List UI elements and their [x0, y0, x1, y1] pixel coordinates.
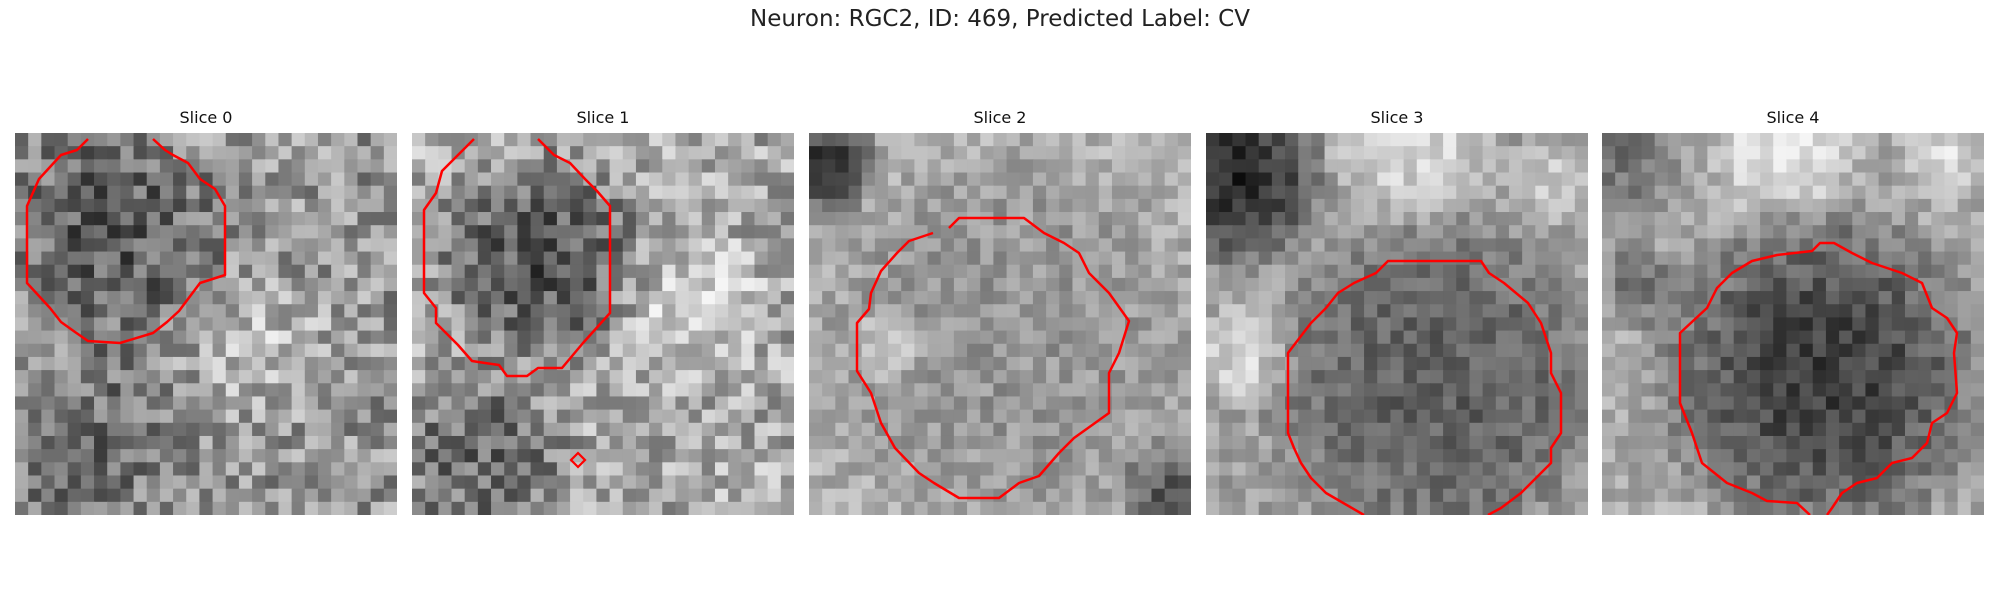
contour-2 — [855, 216, 1131, 500]
slice-image-2 — [809, 133, 1191, 515]
slice-title-3: Slice 3 — [1370, 108, 1424, 127]
slice-pixels-1 — [412, 133, 794, 515]
slice-pixels-4 — [1602, 133, 1984, 515]
figure-title: Neuron: RGC2, ID: 469, Predicted Label: … — [750, 6, 1250, 32]
contour-0 — [25, 138, 227, 345]
slice-pixels-3 — [1206, 133, 1588, 515]
contour-3 — [1286, 259, 1563, 515]
slice-image-4 — [1602, 133, 1984, 515]
slice-title-1: Slice 1 — [576, 108, 630, 127]
slice-pixels-2 — [809, 133, 1191, 515]
slice-pixels-0 — [15, 133, 397, 515]
slice-image-1 — [412, 133, 794, 515]
slice-title-2: Slice 2 — [973, 108, 1027, 127]
slice-title-0: Slice 0 — [179, 108, 233, 127]
slice-title-4: Slice 4 — [1766, 108, 1820, 127]
contour-1 — [422, 138, 612, 378]
contour-4 — [1678, 241, 1959, 515]
contour-1-artifact — [569, 451, 587, 469]
slice-image-0 — [15, 133, 397, 515]
slice-image-3 — [1206, 133, 1588, 515]
